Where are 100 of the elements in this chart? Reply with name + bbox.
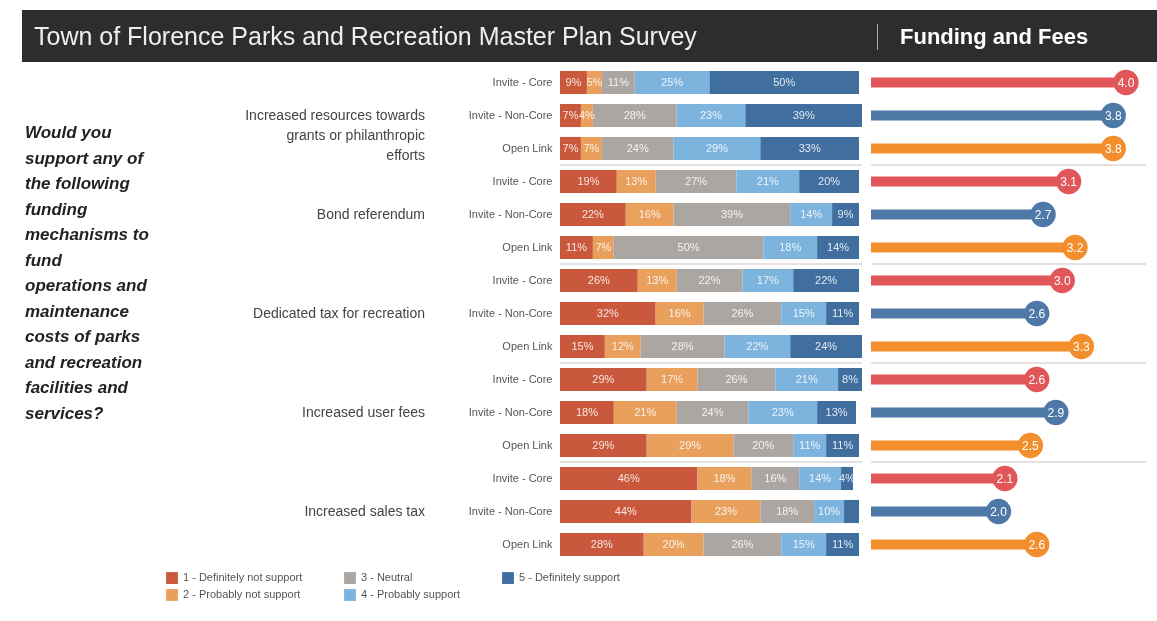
bar: [691, 499, 761, 524]
data-label: 14%: [809, 471, 832, 484]
data-label: 18%: [776, 504, 799, 517]
bar: [709, 70, 860, 95]
legend-label: 4 - Probably support: [361, 588, 461, 600]
data-label: 2.7: [1034, 207, 1052, 222]
data-label: 4%: [578, 108, 596, 121]
data-label: 39%: [792, 108, 815, 121]
bar: [733, 433, 794, 458]
data-label: 3.3: [1073, 339, 1091, 354]
data-label: 11%: [831, 537, 854, 550]
legend-label: 5 - Definitely support: [519, 571, 620, 584]
data-label: 2.9: [1047, 405, 1065, 420]
text: Increased user fees: [302, 403, 425, 420]
data-label: 18%: [713, 471, 736, 484]
bar: [560, 169, 617, 194]
data-label: 21%: [795, 372, 818, 385]
bar: [790, 334, 862, 359]
data-label: 11%: [565, 240, 588, 253]
bar: [793, 268, 860, 293]
bar: [724, 334, 791, 359]
data-label: 24%: [626, 141, 649, 154]
data-label: 9%: [837, 207, 854, 220]
chart-title: Funding and Fees: [877, 24, 1089, 50]
bar: [643, 532, 704, 557]
data-label: 29%: [592, 438, 615, 451]
data-label: 7%: [562, 141, 579, 154]
bar: [745, 103, 862, 128]
data-label: 11%: [799, 438, 821, 451]
data-label: 18%: [575, 405, 599, 418]
y-tick-label: Open Link: [502, 438, 553, 451]
data-label: 8%: [842, 372, 859, 385]
data-label: 21%: [634, 405, 657, 418]
data-label: 5%: [586, 75, 603, 88]
data-label: 2.0: [990, 504, 1008, 519]
data-label: 23%: [771, 405, 794, 418]
bar: [560, 433, 647, 458]
y-tick-label: Invite - Non-Core: [468, 405, 553, 418]
data-label: 3.8: [1104, 108, 1122, 123]
data-label: 29%: [705, 141, 729, 154]
bar: [655, 301, 704, 326]
y-tick-label: Invite - Core: [492, 273, 553, 286]
y-tick-label: Invite - Core: [492, 471, 553, 484]
bar: [560, 499, 692, 524]
bar: [676, 103, 746, 128]
y-tick-label: Open Link: [502, 240, 553, 253]
bar: [703, 301, 782, 326]
data-label: 19%: [577, 174, 600, 187]
y-tick-label: Open Link: [502, 537, 553, 550]
y-tick-label: Invite - Non-Core: [468, 504, 553, 517]
data-label: 2.5: [1022, 438, 1040, 453]
text: Dedicated tax for recreation: [253, 304, 425, 321]
text: Bond referendum: [316, 205, 425, 222]
data-label: 22%: [698, 273, 721, 286]
data-label: 44%: [614, 504, 637, 517]
bar: [763, 235, 818, 260]
data-label: 17%: [756, 273, 780, 286]
chart-title: Town of Florence Parks and Recreation Master Plan Survey: [34, 22, 697, 51]
bar: [560, 466, 698, 491]
data-label: 16%: [668, 306, 691, 319]
data-label: 11%: [831, 306, 854, 319]
y-tick-label: Invite - Core: [492, 75, 553, 88]
bar: [697, 367, 776, 392]
data-label: 26%: [587, 273, 611, 286]
data-label: 28%: [623, 108, 646, 121]
data-label: 14%: [827, 240, 850, 253]
data-label: 21%: [756, 174, 780, 187]
data-label: 16%: [764, 471, 787, 484]
legend-label: 1 - Definitely not support: [183, 571, 303, 584]
data-label: 27%: [685, 174, 708, 187]
bar: [560, 202, 626, 227]
bar: [560, 400, 614, 425]
bar: [760, 499, 815, 524]
data-label: 9%: [565, 75, 582, 88]
bar: [676, 268, 743, 293]
bar: [640, 334, 725, 359]
data-label: 29%: [679, 438, 702, 451]
data-label: 20%: [818, 174, 841, 187]
bar: [646, 433, 734, 458]
data-label: 28%: [590, 537, 614, 550]
data-label: 15%: [792, 537, 815, 550]
data-label: 4.0: [1117, 75, 1135, 90]
legend-label: 2 - Probably not support: [183, 588, 301, 600]
data-label: 18%: [779, 240, 802, 253]
data-label: 15%: [571, 339, 594, 352]
data-label: 17%: [661, 372, 684, 385]
data-label: 2.6: [1028, 537, 1046, 552]
data-label: 3.0: [1053, 273, 1071, 288]
data-label: 7%: [595, 240, 612, 253]
data-label: 3.2: [1066, 240, 1084, 255]
data-label: 7%: [583, 141, 600, 154]
y-tick-label: Invite - Non-Core: [468, 108, 553, 121]
data-label: 13%: [625, 174, 648, 187]
data-label: 14%: [800, 207, 823, 220]
y-tick-label: Invite - Non-Core: [468, 207, 553, 220]
data-label: 29%: [592, 372, 615, 385]
data-label: 15%: [792, 306, 815, 319]
y-tick-label: Invite - Non-Core: [468, 306, 553, 319]
data-label: 22%: [815, 273, 838, 286]
bar: [844, 499, 860, 524]
